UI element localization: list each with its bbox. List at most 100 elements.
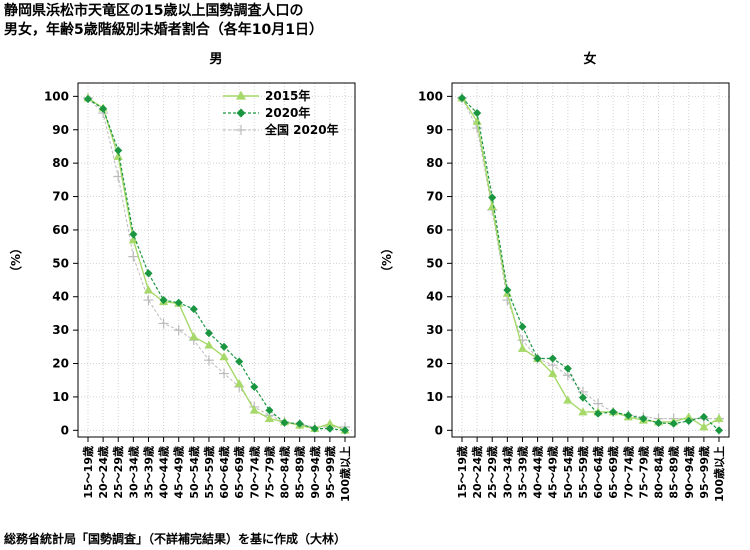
data-point-2020 bbox=[714, 426, 724, 435]
data-point-2020 bbox=[488, 193, 497, 202]
data-point-2015 bbox=[487, 201, 497, 210]
data-point-2015 bbox=[219, 352, 229, 361]
data-point-2020 bbox=[654, 418, 663, 428]
y-tick-label: 20 bbox=[426, 357, 443, 371]
x-tick-label: 55～59歳 bbox=[576, 446, 590, 499]
x-tick-label: 65～69歳 bbox=[606, 446, 620, 499]
x-tick-label: 45～49歳 bbox=[172, 446, 186, 499]
x-tick-label: 15～19歳 bbox=[455, 446, 469, 499]
data-point-2020 bbox=[457, 93, 467, 103]
x-tick-label: 100歳以上 bbox=[338, 446, 352, 502]
x-tick-label: 15～19歳 bbox=[81, 446, 95, 499]
y-tick-label: 70 bbox=[426, 190, 443, 204]
data-point-2015 bbox=[563, 395, 573, 404]
y-tick-label: 20 bbox=[52, 357, 69, 371]
data-point-2015 bbox=[699, 422, 709, 431]
data-point-2020 bbox=[548, 354, 557, 363]
data-point-2020 bbox=[280, 418, 289, 427]
y-tick-label: 40 bbox=[52, 290, 69, 304]
data-point-national bbox=[219, 368, 230, 379]
data-point-2020 bbox=[669, 419, 678, 428]
data-point-2020 bbox=[609, 407, 618, 417]
data-point-2020 bbox=[684, 416, 693, 426]
panel-title: 男 bbox=[209, 52, 222, 67]
data-point-2020 bbox=[129, 230, 138, 239]
y-tick-label: 50 bbox=[52, 256, 69, 270]
series-line-1 bbox=[87, 98, 346, 431]
series-line-0 bbox=[87, 97, 346, 431]
y-tick-label: 10 bbox=[52, 390, 69, 404]
y-axis-label: （%） bbox=[8, 242, 23, 278]
data-point-2020 bbox=[593, 409, 603, 418]
data-point-2020 bbox=[250, 382, 259, 392]
x-tick-label: 35～39歳 bbox=[141, 446, 155, 499]
x-tick-label: 70～74歳 bbox=[247, 446, 261, 499]
data-point-2015 bbox=[189, 332, 199, 341]
x-tick-label: 90～94歳 bbox=[682, 446, 696, 499]
data-point-national bbox=[203, 355, 214, 366]
data-point-2015 bbox=[249, 405, 259, 414]
data-point-2020 bbox=[699, 412, 709, 422]
series-line-0 bbox=[461, 97, 720, 428]
data-point-2015 bbox=[113, 151, 123, 160]
x-tick-label: 85～89歳 bbox=[667, 446, 681, 499]
chart-panel-male: 男 0 10 20 30 40 50 60 70 80 90 100 （%） 15～19歳 20～24歳 25… bbox=[8, 52, 356, 502]
data-point-2020 bbox=[189, 304, 198, 314]
legend-label: 2020年 bbox=[265, 105, 310, 120]
y-tick-label: 60 bbox=[426, 223, 443, 237]
data-point-national bbox=[128, 251, 139, 262]
x-tick-label: 80～84歳 bbox=[652, 446, 666, 499]
x-tick-label: 20～24歳 bbox=[96, 446, 110, 499]
data-point-2015 bbox=[264, 413, 275, 423]
x-tick-label: 70～74歳 bbox=[621, 446, 635, 499]
data-point-2020 bbox=[83, 94, 93, 104]
data-point-2020 bbox=[235, 357, 244, 366]
y-tick-label: 10 bbox=[426, 390, 443, 404]
data-point-national bbox=[593, 398, 604, 409]
x-tick-label: 55～59歳 bbox=[202, 446, 216, 499]
data-point-2020 bbox=[144, 269, 153, 278]
x-tick-label: 80～84歳 bbox=[278, 446, 292, 499]
data-point-2015 bbox=[548, 368, 558, 377]
data-point-2020 bbox=[265, 406, 274, 415]
legend-label: 全国 2020年 bbox=[264, 122, 339, 137]
legend-label: 2015年 bbox=[265, 88, 310, 103]
data-point-2020 bbox=[114, 146, 123, 155]
series-line-2 bbox=[87, 97, 345, 428]
x-tick-label: 95～99歳 bbox=[323, 446, 337, 499]
y-tick-label: 100 bbox=[44, 89, 69, 103]
x-tick-label: 65～69歳 bbox=[232, 446, 246, 499]
data-point-2015 bbox=[517, 343, 528, 352]
x-tick-label: 75～79歳 bbox=[262, 446, 276, 499]
x-tick-label: 75～79歳 bbox=[636, 446, 650, 499]
x-tick-label: 40～44歳 bbox=[157, 446, 171, 499]
legend-marker bbox=[236, 108, 246, 118]
x-tick-label: 60～64歳 bbox=[591, 446, 605, 499]
title-line-1: 静岡県浜松市天竜区の15歳以上国勢調査人口の bbox=[4, 3, 304, 19]
data-point-national bbox=[143, 295, 154, 306]
y-tick-label: 100 bbox=[418, 89, 443, 103]
data-point-2015 bbox=[714, 413, 724, 423]
y-tick-label: 0 bbox=[61, 423, 69, 437]
x-tick-label: 100歳以上 bbox=[712, 446, 726, 502]
data-point-2020 bbox=[98, 104, 108, 113]
x-tick-label: 40～44歳 bbox=[531, 446, 545, 499]
y-tick-label: 90 bbox=[52, 123, 69, 137]
data-point-2020 bbox=[174, 298, 183, 307]
x-tick-label: 25～29歳 bbox=[485, 446, 499, 499]
title-line-2: 男女，年齢5歳階級別未婚者割合（各年10月1日） bbox=[4, 22, 323, 38]
data-point-2020 bbox=[563, 364, 572, 373]
x-tick-label: 50～54歳 bbox=[187, 446, 201, 499]
data-point-2020 bbox=[624, 411, 633, 420]
x-tick-label: 90～94歳 bbox=[308, 446, 322, 499]
data-point-2020 bbox=[219, 342, 229, 351]
y-tick-label: 30 bbox=[426, 323, 443, 337]
x-tick-label: 30～34歳 bbox=[126, 446, 140, 499]
y-tick-label: 70 bbox=[52, 190, 69, 204]
y-tick-label: 90 bbox=[426, 123, 443, 137]
chart-panel-female: 女 0 10 20 30 40 50 60 70 80 90 100 （%） 15～19歳 20～24歳 25… bbox=[379, 51, 730, 502]
legend-marker bbox=[236, 125, 246, 135]
data-point-2015 bbox=[578, 407, 588, 416]
